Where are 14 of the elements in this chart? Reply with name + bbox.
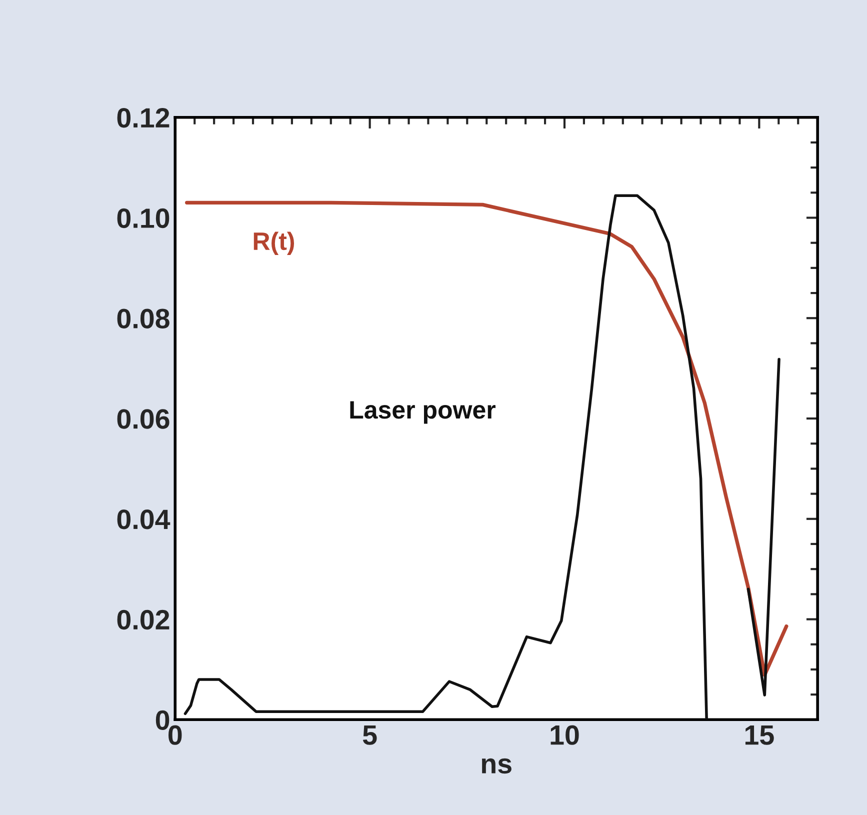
y-tick-label: 0.06 [117,409,170,429]
x-tick-label: 15 [745,726,774,745]
text: Laser power [350,401,496,424]
y-tick-label: 0.04 [117,510,170,530]
series-label: R(t) [254,232,294,256]
y-tick-label: 0.12 [117,108,170,128]
y-tick-label: 0.08 [117,308,170,328]
x-tick-label: 10 [550,725,579,745]
x-axis-title: ns [482,758,512,774]
x-tick-label: 5 [362,726,377,745]
x-tick-label: 0 [168,725,182,745]
y-tick-label: 0 [156,710,170,730]
y-tick-label: 0.02 [117,610,170,630]
y-tick-label: 0.10 [117,208,170,228]
